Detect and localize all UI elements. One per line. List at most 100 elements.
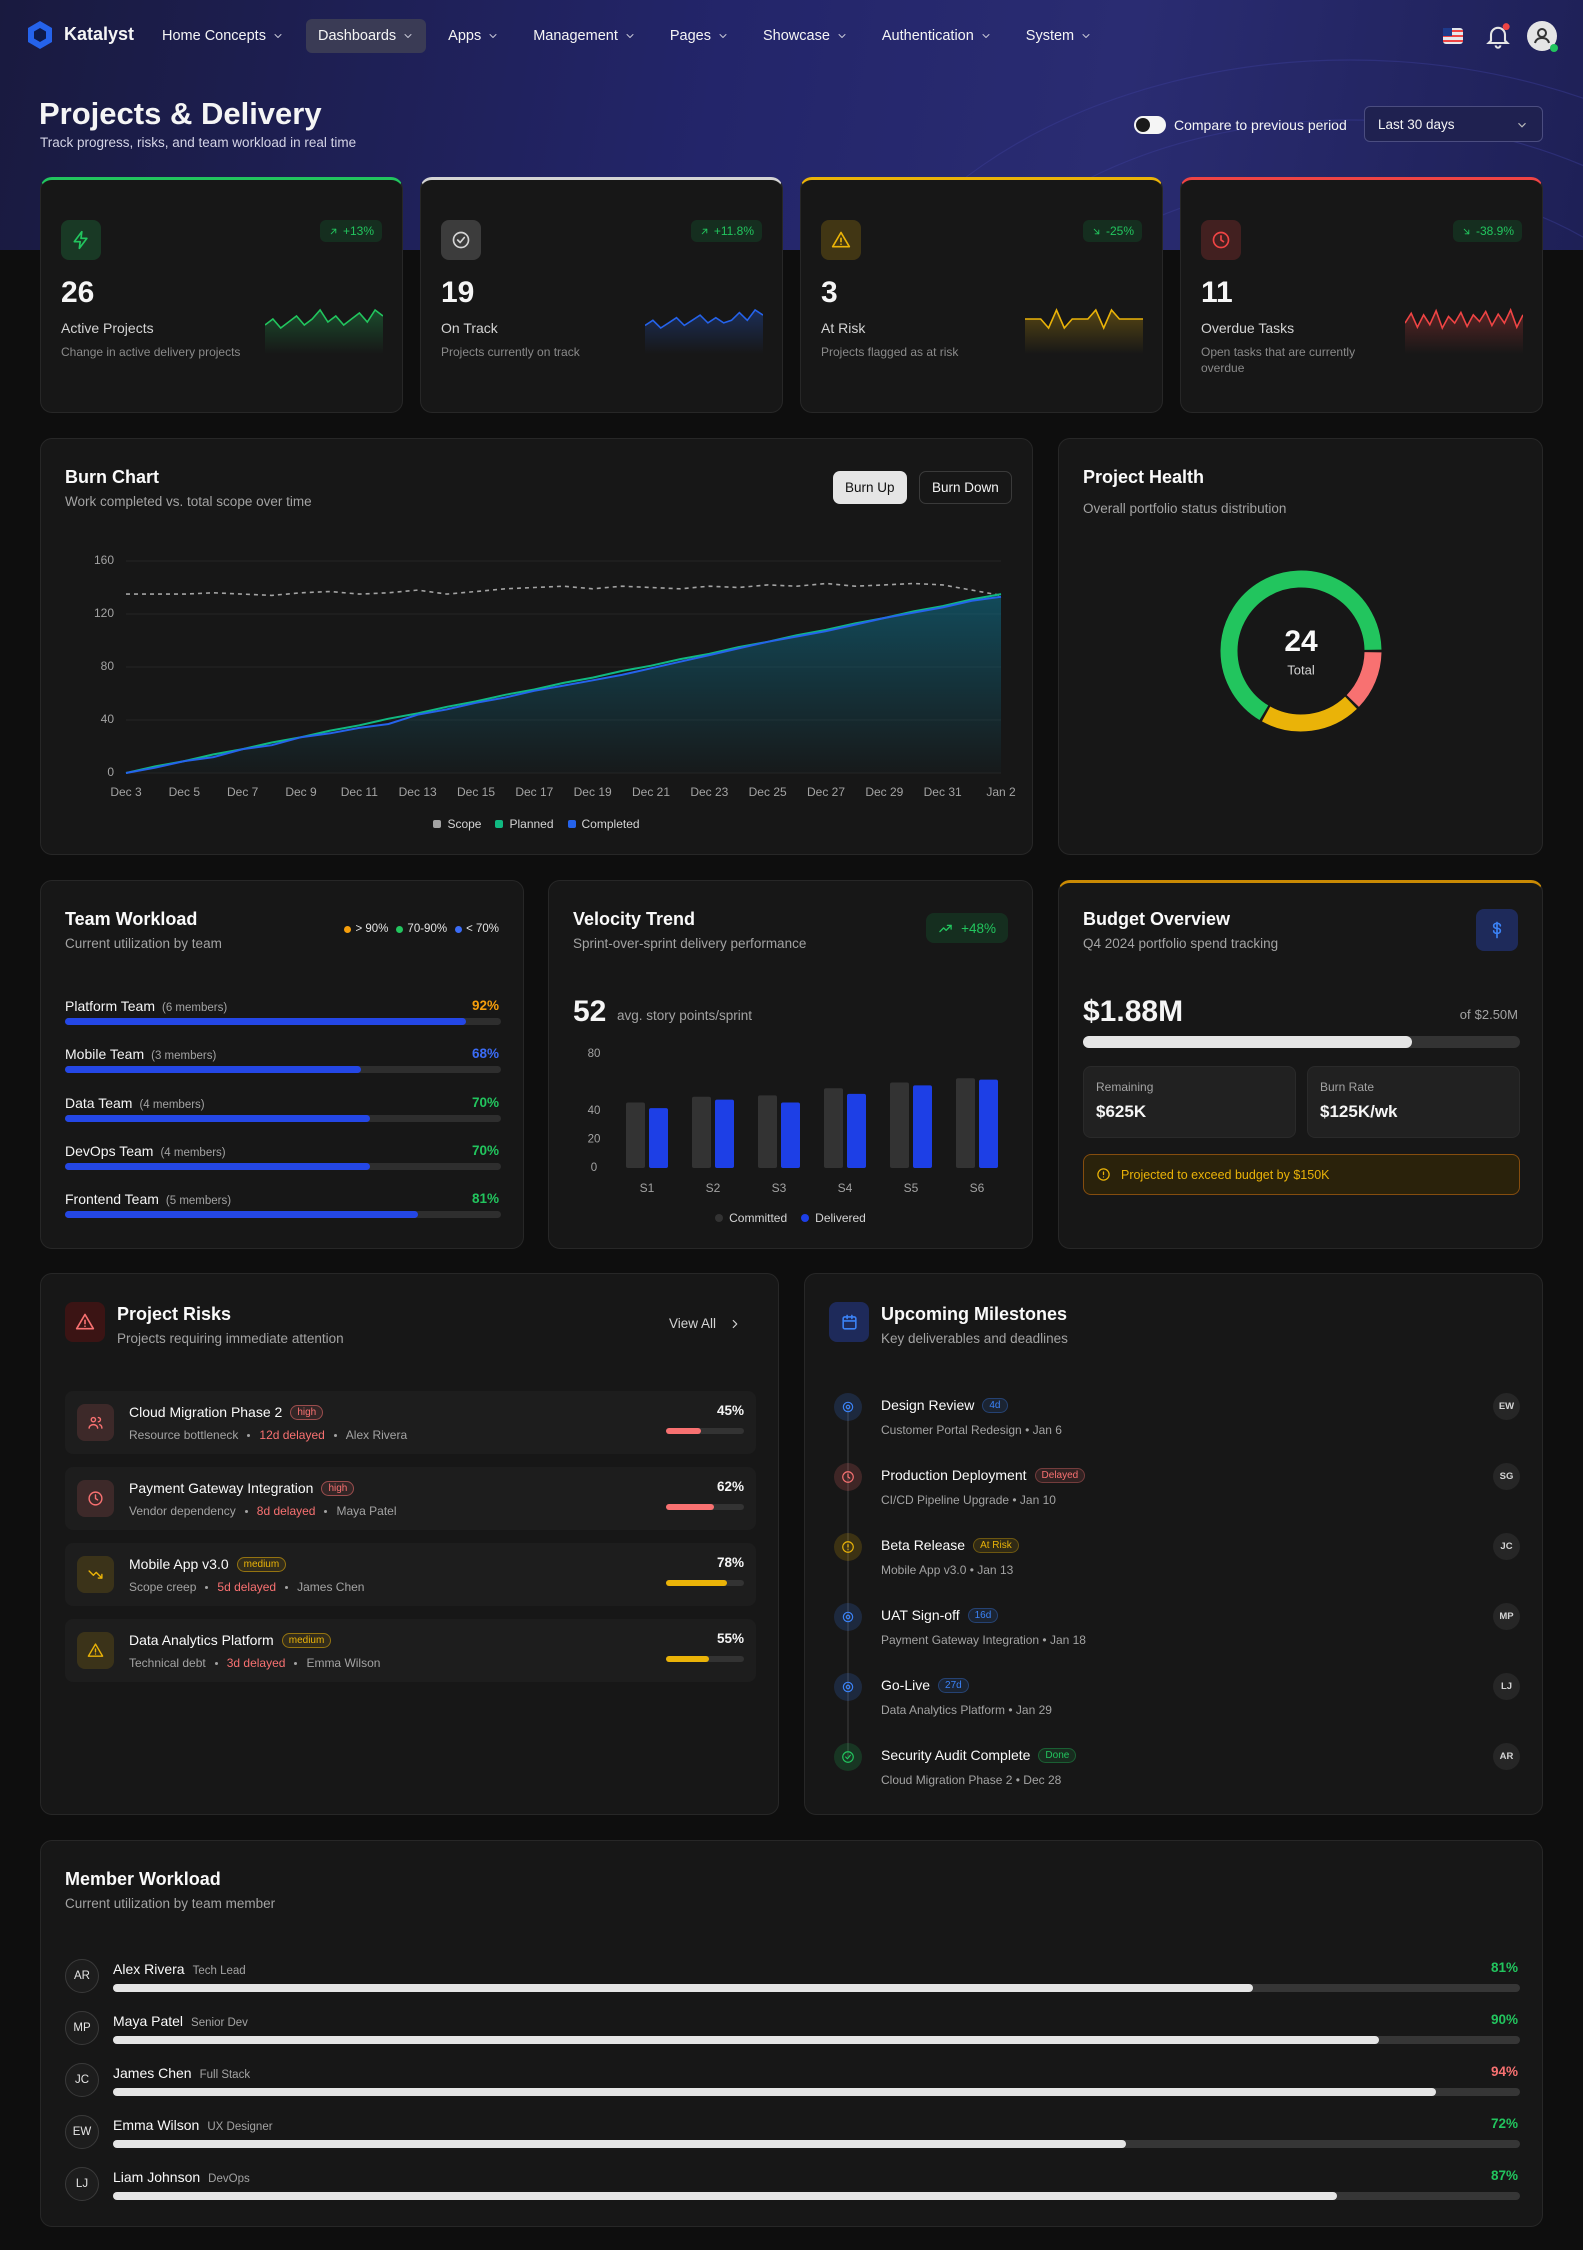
x-tick-label: Dec 15 — [457, 785, 495, 799]
legend-item: > 90% — [344, 923, 388, 935]
x-tick-label: Dec 13 — [399, 785, 437, 799]
notification-dot — [1502, 23, 1510, 31]
bell-icon — [1486, 26, 1510, 49]
nav-item[interactable]: Home Concepts — [150, 19, 296, 53]
milestone-title: Go-Live — [881, 1677, 931, 1693]
card-subtitle: Overall portfolio status distribution — [1083, 501, 1287, 516]
separator-dot — [244, 1510, 248, 1514]
icon-shape — [331, 228, 337, 233]
card-title: Burn Chart — [65, 467, 159, 487]
member-track — [113, 2088, 1520, 2096]
nav-item[interactable]: Dashboards — [305, 19, 427, 53]
icon-shape — [626, 34, 634, 38]
kpi-description: Change in active delivery projects — [61, 345, 241, 359]
icon-shape — [842, 1751, 854, 1763]
x-tick-label: S6 — [970, 1181, 985, 1195]
burn-chart-card: Burn Chart Work completed vs. total scop… — [40, 438, 1033, 855]
card-title: Velocity Trend — [573, 909, 696, 929]
brand-logo[interactable] — [26, 20, 54, 50]
member-name: Alex Rivera — [113, 1961, 185, 1977]
owner-avatar: AR — [1493, 1743, 1520, 1770]
kpi-label: Overdue Tasks — [1201, 320, 1295, 336]
donut-total: 24 — [1284, 625, 1318, 658]
icon-shape — [831, 231, 851, 248]
bar — [847, 1093, 866, 1168]
bar — [824, 1088, 843, 1168]
period-select[interactable]: Last 30 days — [1364, 106, 1543, 142]
budget-total: of $2.50M — [1460, 1007, 1518, 1022]
owner-avatar: LJ — [1493, 1673, 1520, 1700]
budget-total-value: $2.50M — [1474, 1007, 1518, 1022]
area — [126, 596, 1001, 773]
risk-name: Mobile App v3.0 — [129, 1556, 229, 1572]
milestone-badge: At Risk — [973, 1537, 1019, 1553]
risk-item[interactable]: Mobile App v3.0 medium Scope creep 5d delay… — [65, 1543, 756, 1606]
team-percent: 81% — [471, 1191, 499, 1207]
team-name: Platform Team — [65, 998, 155, 1014]
legend-swatch — [433, 820, 442, 828]
member-role: Full Stack — [199, 2069, 251, 2081]
toggle-button[interactable]: Burn Down — [919, 471, 1012, 504]
icon-shape — [841, 1314, 857, 1322]
risk-owner: Maya Patel — [336, 1504, 397, 1518]
icon-shape — [845, 1684, 851, 1690]
icon-shape — [452, 231, 470, 249]
risk-title-row: Mobile App v3.0 medium — [129, 1556, 287, 1572]
icon — [732, 1319, 738, 1328]
nav-item[interactable]: Management — [521, 19, 648, 53]
icon-shape — [1464, 229, 1470, 234]
risk-title-row: Payment Gateway Integration high — [129, 1480, 355, 1496]
notifications-button[interactable] — [1484, 22, 1512, 50]
icon-shape — [1492, 922, 1502, 935]
nav-item[interactable]: Pages — [658, 19, 741, 53]
x-tick-label: Jan 2 — [986, 785, 1016, 799]
nav-item[interactable]: System — [1014, 19, 1104, 53]
icon-shape — [841, 1315, 857, 1330]
toggle-button[interactable]: Burn Up — [833, 471, 907, 504]
legend-label: 70-90% — [407, 923, 448, 935]
risk-item[interactable]: Payment Gateway Integration high Vendor de… — [65, 1467, 756, 1530]
risk-cause: Resource bottleneck — [129, 1428, 239, 1442]
kpi-value: 26 — [61, 276, 95, 309]
donut-total-label: Total — [1287, 662, 1315, 677]
risk-item[interactable]: Data Analytics Platform medium Technical d… — [65, 1619, 756, 1682]
icon-shape — [75, 1313, 95, 1330]
velocity-card: Velocity Trend Sprint-over-sprint delive… — [548, 880, 1033, 1249]
view-all-button[interactable]: View All — [669, 1316, 742, 1331]
nav-item[interactable]: Authentication — [870, 19, 1004, 53]
legend-item: Planned — [495, 817, 554, 831]
user-avatar[interactable] — [1526, 20, 1558, 52]
donut-chart: 24 Total — [1220, 570, 1382, 732]
y-tick-label: 20 — [588, 1134, 601, 1146]
average-value: 52 — [573, 995, 607, 1028]
nav-label: Dashboards — [317, 28, 397, 44]
nav-label: Apps — [448, 28, 482, 44]
icon — [1492, 921, 1502, 939]
y-tick-label: 0 — [591, 1162, 597, 1174]
member-percent: 87% — [1490, 2168, 1518, 2183]
compare-toggle[interactable] — [1134, 116, 1166, 134]
icon-shape — [274, 34, 282, 38]
nav-item[interactable]: Showcase — [751, 19, 860, 53]
compare-label: Compare to previous period — [1174, 117, 1347, 133]
icon — [841, 1314, 857, 1330]
bar — [65, 1162, 371, 1170]
legend-item: < 70% — [455, 923, 499, 935]
milestone-title-row: Production Deployment Delayed — [881, 1467, 1086, 1483]
team-members: (3 members) — [151, 1050, 217, 1063]
owner-avatar: JC — [1493, 1533, 1520, 1560]
icon — [1212, 231, 1230, 249]
nav-item[interactable]: Apps — [436, 19, 511, 53]
separator-dot — [247, 1434, 251, 1438]
budget-bar — [1083, 1036, 1412, 1048]
legend-dot — [344, 925, 352, 933]
bar — [65, 1066, 362, 1074]
brand-name[interactable]: Katalyst — [64, 24, 135, 44]
x-tick-label: S5 — [904, 1181, 919, 1195]
y-tick-label: 0 — [107, 765, 114, 779]
member-bar — [113, 2140, 1127, 2148]
language-flag[interactable] — [1443, 28, 1463, 44]
risk-item[interactable]: Cloud Migration Phase 2 high Resource bott… — [65, 1391, 756, 1454]
icon-shape — [842, 1681, 854, 1693]
status-dot — [1550, 44, 1558, 52]
